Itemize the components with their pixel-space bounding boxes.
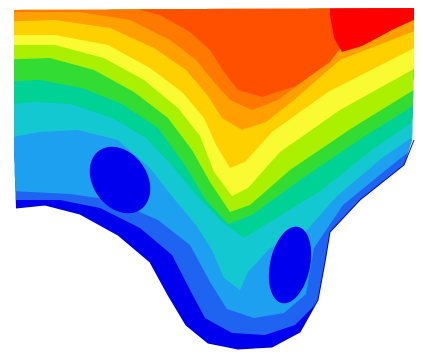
minimum-region-right — [268, 226, 312, 304]
contour-bands — [14, 8, 414, 335]
contour-band-level-12 — [330, 8, 414, 52]
domain-outline — [15, 139, 415, 350]
minimum-region-left — [89, 146, 151, 214]
